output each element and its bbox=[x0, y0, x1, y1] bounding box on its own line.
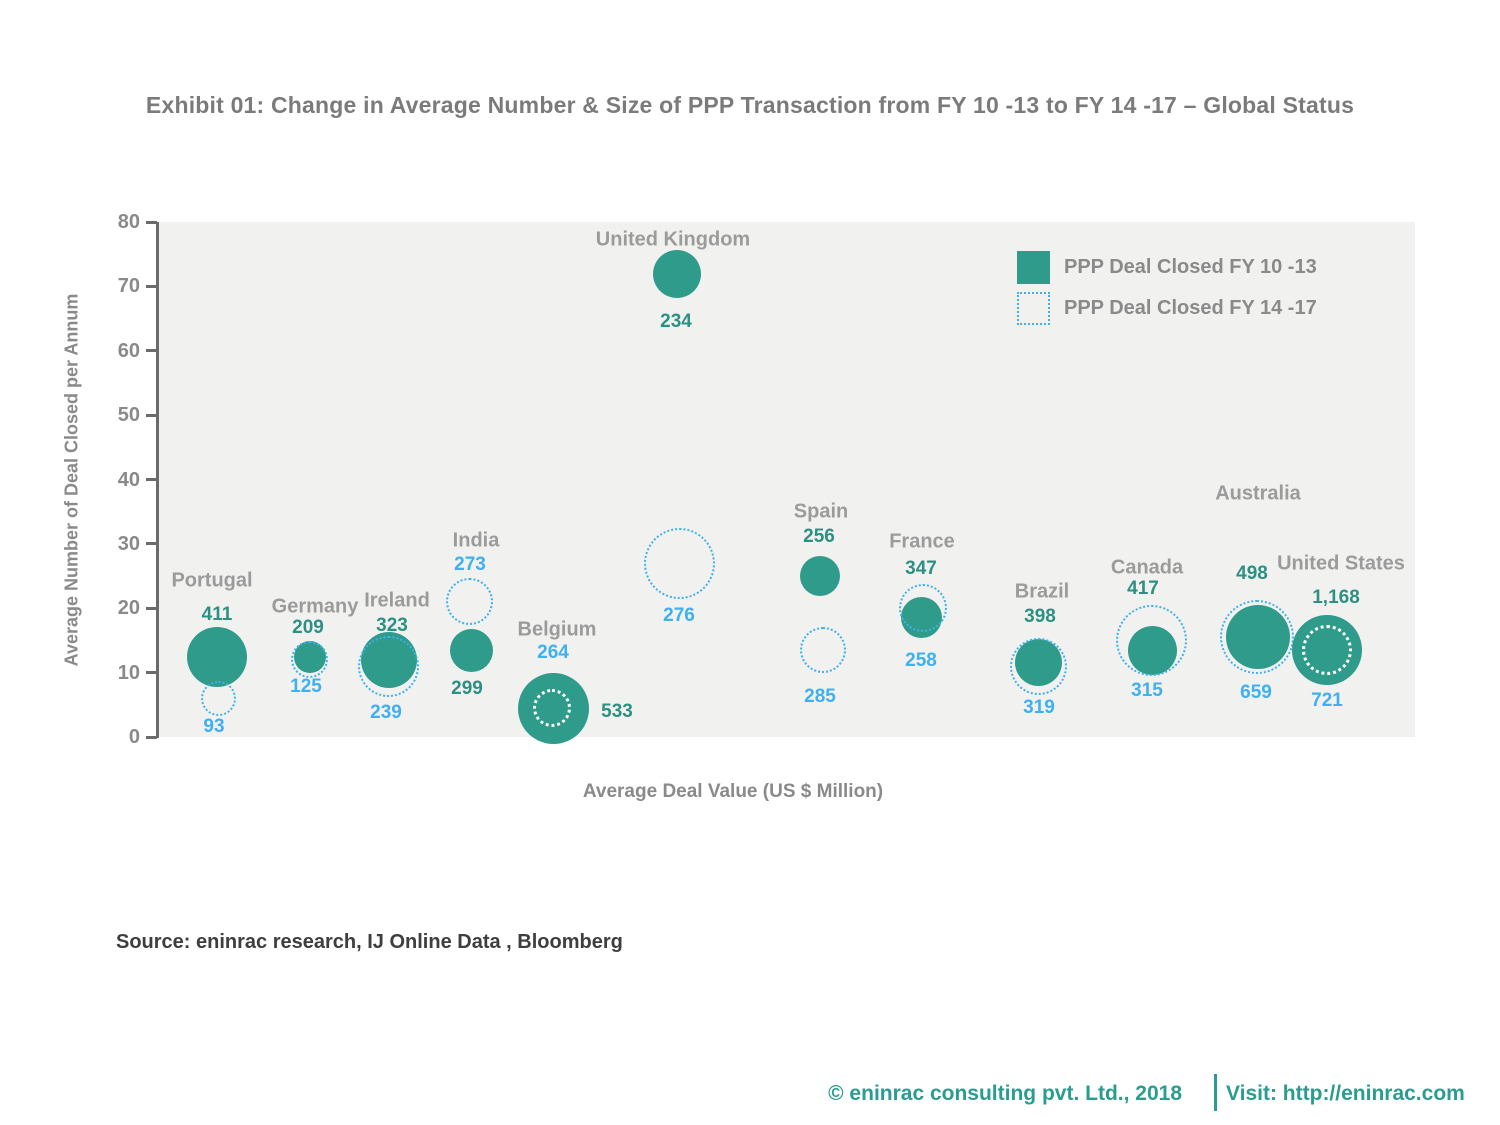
bubble-fy10-13-united-kingdom bbox=[653, 249, 701, 298]
y-axis-tick-label: 30 bbox=[117, 532, 140, 555]
y-axis-tick-mark bbox=[146, 478, 157, 481]
y-axis-tick-mark bbox=[146, 349, 157, 353]
value-fy14-17-ireland: 239 bbox=[370, 702, 402, 723]
country-label-united-kingdom: United Kingdom bbox=[595, 228, 751, 251]
bubble-fy14-17-belgium bbox=[533, 689, 571, 728]
value-fy10-13-canada: 417 bbox=[1127, 578, 1159, 599]
y-axis-tick-mark bbox=[146, 542, 157, 546]
footer-copyright: © eninrac consulting pvt. Ltd., 2018 bbox=[828, 1082, 1182, 1105]
value-fy14-17-france: 258 bbox=[905, 650, 937, 671]
value-fy10-13-india: 299 bbox=[451, 678, 483, 699]
bubble-fy10-13-india bbox=[449, 628, 493, 672]
y-axis-tick-mark bbox=[146, 671, 157, 675]
value-fy14-17-united-kingdom: 276 bbox=[663, 605, 695, 626]
value-fy14-17-portugal: 93 bbox=[203, 716, 225, 737]
legend-dotted-square-icon bbox=[1017, 292, 1050, 325]
value-fy14-17-belgium: 264 bbox=[537, 642, 569, 663]
legend: PPP Deal Closed FY 10 -13 PPP Deal Close… bbox=[1017, 251, 1317, 333]
country-label-germany: Germany bbox=[271, 595, 359, 618]
y-axis-tick-mark bbox=[146, 735, 157, 739]
chart-title: Exhibit 01: Change in Average Number & S… bbox=[145, 92, 1355, 118]
y-axis-tick-label: 70 bbox=[117, 275, 140, 298]
value-fy14-17-united-states: 721 bbox=[1311, 690, 1343, 711]
bubble-fy14-17-brazil bbox=[1009, 637, 1067, 695]
bubble-fy14-17-ireland bbox=[357, 635, 419, 697]
country-label-belgium: Belgium bbox=[517, 618, 597, 641]
country-label-canada: Canada bbox=[1110, 556, 1184, 579]
y-axis-tick-label: 50 bbox=[117, 404, 140, 427]
country-label-united-states: United States bbox=[1277, 552, 1405, 575]
x-axis-title: Average Deal Value (US $ Million) bbox=[582, 781, 884, 802]
legend-label: PPP Deal Closed FY 10 -13 bbox=[1064, 256, 1317, 278]
value-fy10-13-australia: 498 bbox=[1236, 563, 1268, 584]
y-axis-tick-label: 0 bbox=[128, 726, 140, 748]
footer-separator bbox=[1214, 1074, 1217, 1111]
country-label-france: France bbox=[889, 530, 955, 553]
legend-solid-square-icon bbox=[1017, 251, 1050, 284]
y-axis-tick-mark bbox=[146, 606, 157, 610]
y-axis-tick-label: 10 bbox=[117, 661, 140, 684]
legend-item-fy10-13: PPP Deal Closed FY 10 -13 bbox=[1017, 251, 1317, 284]
y-axis-tick-mark bbox=[146, 284, 157, 288]
bubble-fy10-13-spain bbox=[800, 556, 840, 597]
value-fy10-13-portugal: 411 bbox=[201, 604, 233, 625]
value-fy10-13-belgium: 533 bbox=[601, 701, 633, 722]
value-fy10-13-germany: 209 bbox=[292, 617, 324, 638]
country-label-australia: Australia bbox=[1215, 482, 1301, 505]
value-fy14-17-germany: 125 bbox=[290, 676, 322, 697]
value-fy10-13-brazil: 398 bbox=[1024, 606, 1056, 627]
y-axis-tick-label: 20 bbox=[117, 597, 140, 620]
y-axis-tick-mark bbox=[146, 413, 157, 417]
bubble-fy14-17-france bbox=[899, 584, 947, 633]
value-fy14-17-brazil: 319 bbox=[1023, 697, 1055, 718]
value-fy10-13-united-states: 1,168 bbox=[1312, 587, 1360, 608]
bubble-fy14-17-australia bbox=[1220, 600, 1294, 675]
y-axis-tick-label: 60 bbox=[117, 339, 140, 362]
y-axis-line bbox=[156, 222, 159, 738]
bubble-fy14-17-portugal bbox=[200, 680, 236, 716]
value-fy14-17-australia: 659 bbox=[1240, 682, 1272, 703]
bubble-fy14-17-canada bbox=[1115, 604, 1187, 676]
value-fy10-13-ireland: 323 bbox=[376, 615, 408, 636]
value-fy14-17-spain: 285 bbox=[804, 686, 836, 707]
country-label-portugal: Portugal bbox=[171, 569, 253, 592]
country-label-spain: Spain bbox=[793, 500, 849, 523]
country-label-india: India bbox=[452, 529, 500, 552]
value-fy14-17-india: 273 bbox=[454, 554, 486, 575]
value-fy10-13-united-kingdom: 234 bbox=[660, 311, 692, 332]
y-axis-tick-label: 80 bbox=[117, 211, 140, 233]
legend-item-fy14-17: PPP Deal Closed FY 14 -17 bbox=[1017, 292, 1317, 325]
value-fy14-17-canada: 315 bbox=[1131, 680, 1163, 701]
bubble-fy14-17-spain bbox=[800, 627, 846, 674]
legend-label: PPP Deal Closed FY 14 -17 bbox=[1064, 297, 1317, 319]
value-fy10-13-spain: 256 bbox=[803, 526, 835, 547]
country-label-ireland: Ireland bbox=[364, 589, 430, 612]
bubble-fy14-17-united-kingdom bbox=[643, 527, 715, 599]
y-axis-tick-mark bbox=[146, 220, 157, 224]
bubble-fy14-17-germany bbox=[290, 641, 328, 679]
value-fy10-13-france: 347 bbox=[905, 558, 937, 579]
bubble-fy14-17-india bbox=[445, 578, 493, 626]
bubble-fy14-17-united-states bbox=[1302, 625, 1352, 676]
footer-visit-link[interactable]: Visit: http://eninrac.com bbox=[1226, 1082, 1465, 1105]
y-axis-tick-label: 40 bbox=[117, 468, 140, 491]
bubble-fy10-13-portugal bbox=[187, 626, 247, 687]
source-note: Source: eninrac research, IJ Online Data… bbox=[116, 931, 623, 953]
country-label-brazil: Brazil bbox=[1014, 580, 1070, 603]
